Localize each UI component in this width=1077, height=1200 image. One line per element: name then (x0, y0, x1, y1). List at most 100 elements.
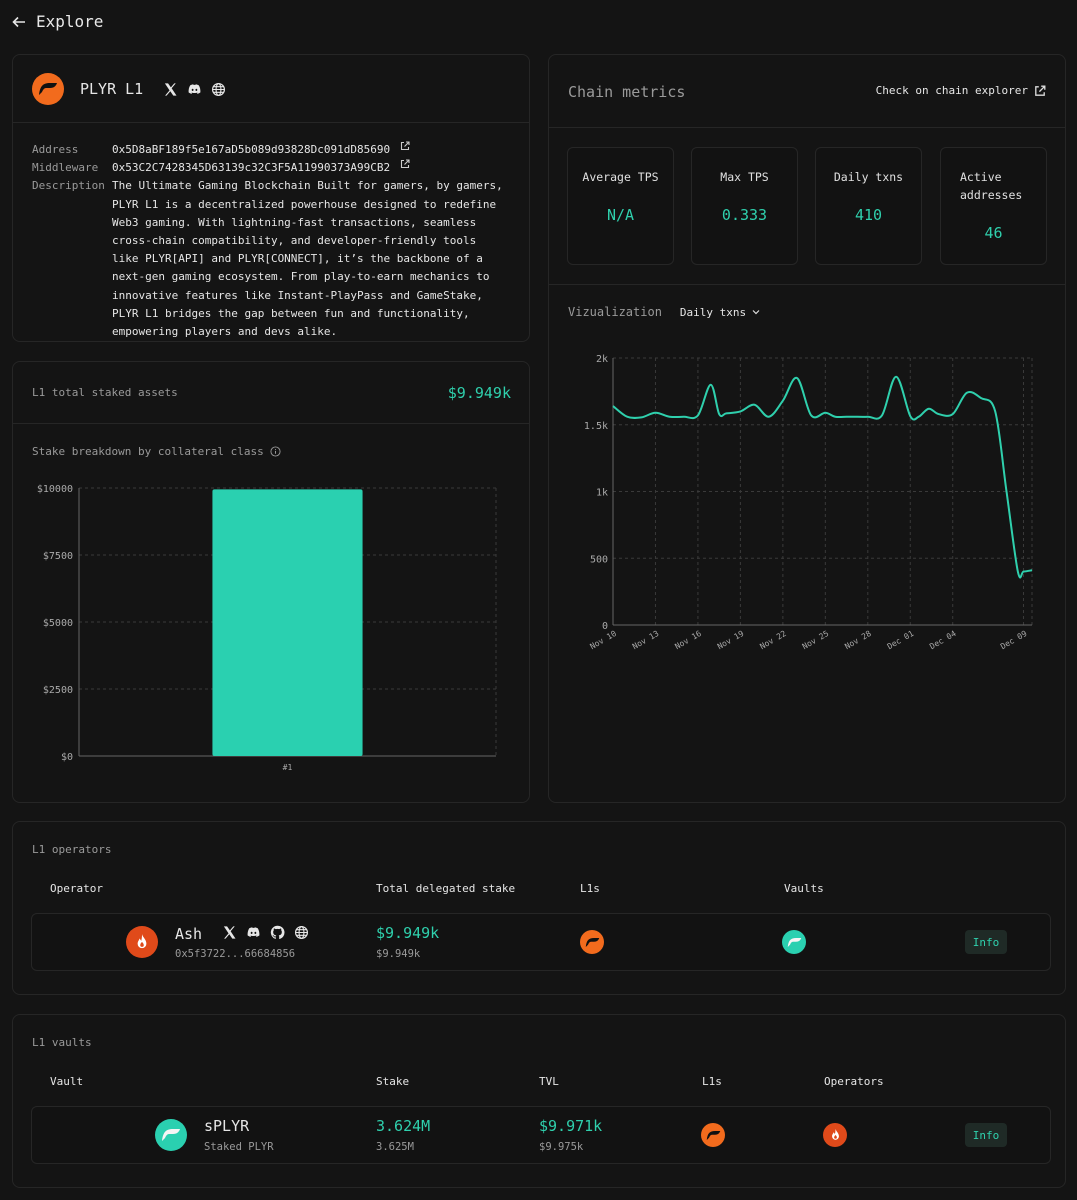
y-tick-label: $5000 (43, 618, 73, 629)
back-label: Explore (36, 12, 104, 31)
x-tick-label: Nov 25 (801, 629, 831, 651)
x-tick-label: Dec 04 (928, 629, 958, 651)
operator-address: 0x5f3722...66684856 (175, 948, 296, 960)
back-link[interactable]: Explore (12, 12, 103, 31)
address-label: Address (32, 143, 79, 156)
discord-icon[interactable] (187, 82, 202, 97)
l1-info-card: PLYR L1 Address 0x5D8aBF189f5e167aD5b089… (12, 54, 530, 342)
operator-ash-avatar[interactable] (823, 1123, 847, 1147)
x-tick-label: Nov 13 (631, 629, 661, 651)
vault-stake: 3.624M (376, 1117, 431, 1135)
y-tick-label: 0 (602, 621, 608, 632)
external-link-icon (1035, 85, 1046, 96)
x-twitter-icon[interactable] (163, 82, 178, 97)
l1-plyr-logo[interactable] (580, 930, 604, 954)
y-tick-label: 500 (590, 554, 608, 565)
description-label: Description (32, 179, 105, 193)
chain-metrics-card: Chain metrics Check on chain explorer Av… (548, 54, 1066, 803)
globe-icon[interactable] (294, 925, 309, 940)
vault-name[interactable]: sPLYR (204, 1117, 250, 1135)
metric-label: Average TPS (582, 170, 659, 184)
viz-label: Vizualization (568, 305, 662, 319)
metric-daily-txns: Daily txns 410 (815, 147, 922, 265)
x-tick-label: Dec 09 (999, 629, 1029, 651)
description-row: Description The Ultimate Gaming Blockcha… (32, 177, 507, 341)
vault-tvl: $9.971k (539, 1117, 603, 1135)
info-button[interactable]: Info (965, 1123, 1007, 1147)
globe-icon[interactable] (211, 82, 226, 97)
address-row: Address 0x5D8aBF189f5e167aD5b089d93828Dc… (32, 141, 507, 159)
y-tick-label: $10000 (37, 484, 73, 495)
y-tick-label: 2k (596, 354, 608, 365)
description-text: The Ultimate Gaming Blockchain Built for… (112, 179, 503, 339)
operator-stake: $9.949k (376, 924, 440, 942)
plyr-logo (32, 73, 64, 105)
l1-name: PLYR L1 (80, 80, 144, 98)
staked-assets-card: L1 total staked assets $9.949k Stake bre… (12, 361, 530, 803)
operator-stake-sub: $9.949k (376, 948, 421, 960)
vaults-title: L1 vaults (32, 1036, 92, 1049)
metric-max-tps: Max TPS 0.333 (691, 147, 798, 265)
vault-splyr-logo[interactable] (782, 930, 806, 954)
metric-value: 46 (984, 224, 1003, 242)
operators-card: L1 operators Operator Total delegated st… (12, 821, 1066, 995)
address-value[interactable]: 0x5D8aBF189f5e167aD5b089d93828Dc091dD856… (112, 143, 391, 156)
info-circle-icon[interactable] (270, 446, 281, 457)
discord-icon[interactable] (246, 925, 261, 940)
chain-explorer-link[interactable]: Check on chain explorer (876, 84, 1046, 97)
flame-icon (137, 934, 147, 949)
vault-subtitle: Staked PLYR (204, 1141, 274, 1153)
external-link-icon[interactable] (400, 141, 410, 151)
col-stake: Stake (376, 1075, 410, 1088)
metric-label: Daily txns (833, 170, 904, 184)
viz-select[interactable]: Daily txns (680, 306, 760, 319)
col-vault: Vault (50, 1075, 84, 1088)
middleware-value[interactable]: 0x53C2C7428345D63139c32C3F5A11990373A99C… (112, 161, 391, 175)
x-tick-label: Nov 19 (716, 629, 746, 651)
col-total-delegated-stake: Total delegated stake (376, 882, 516, 895)
x-tick-label: Nov 16 (673, 629, 703, 651)
chain-explorer-label: Check on chain explorer (875, 84, 1028, 97)
middleware-label: Middleware (32, 161, 99, 175)
splyr-logo (155, 1119, 187, 1151)
vault-tvl-sub: $9.975k (539, 1141, 584, 1153)
operators-title: L1 operators (32, 843, 112, 856)
metric-label: Active addresses (960, 170, 1023, 202)
daily-txns-chart: 0 500 1k 1.5k 2k Nov 10 Nov 13 Nov 16 Nov 19 Nov … (584, 354, 1033, 651)
col-vaults: Vaults (784, 882, 824, 895)
y-tick-label: 1k (596, 488, 608, 499)
x-tick-label: Dec 01 (886, 629, 916, 651)
github-icon[interactable] (270, 925, 285, 940)
metric-value: 410 (854, 206, 883, 224)
viz-select-value: Daily txns (679, 305, 747, 319)
chevron-down-icon (752, 310, 760, 315)
y-tick-label: $0 (61, 752, 73, 763)
stake-breakdown-chart: $0 $2500 $5000 $7500 $10000 #1 (37, 484, 497, 772)
col-tvl: TVL (539, 1075, 559, 1088)
operator-name[interactable]: Ash (175, 925, 203, 943)
arrow-left-icon (12, 16, 25, 27)
bar (212, 489, 363, 756)
table-row[interactable]: Ash 0x5f3722...66684856 $9.949k $9.949k … (31, 913, 1051, 971)
breakdown-title: Stake breakdown by collateral class (32, 445, 264, 458)
metric-average-tps: Average TPS N/A (567, 147, 674, 265)
ash-avatar (126, 926, 158, 958)
col-l1s: L1s (580, 882, 600, 895)
col-l1s: L1s (702, 1075, 722, 1088)
metric-active-addresses: Active addresses 46 (940, 147, 1047, 265)
vault-stake-sub: 3.625M (376, 1141, 414, 1153)
y-tick-label: $2500 (43, 685, 73, 696)
l1-plyr-logo[interactable] (701, 1123, 725, 1147)
info-button[interactable]: Info (965, 930, 1007, 954)
x-twitter-icon[interactable] (222, 925, 237, 940)
middleware-row: Middleware 0x53C2C7428345D63139c32C3F5A1… (32, 159, 507, 177)
vaults-card: L1 vaults Vault Stake TVL L1s Operators … (12, 1014, 1066, 1188)
staked-total: $9.949k (447, 384, 511, 402)
table-row[interactable]: sPLYR Staked PLYR 3.624M 3.625M $9.971k … (31, 1106, 1051, 1164)
x-tick-label: Nov 28 (843, 629, 873, 651)
metric-value: N/A (606, 206, 635, 224)
x-tick-label: Nov 22 (758, 629, 788, 651)
flame-icon (831, 1128, 839, 1140)
external-link-icon[interactable] (400, 159, 410, 169)
metric-value: 0.333 (721, 206, 768, 224)
